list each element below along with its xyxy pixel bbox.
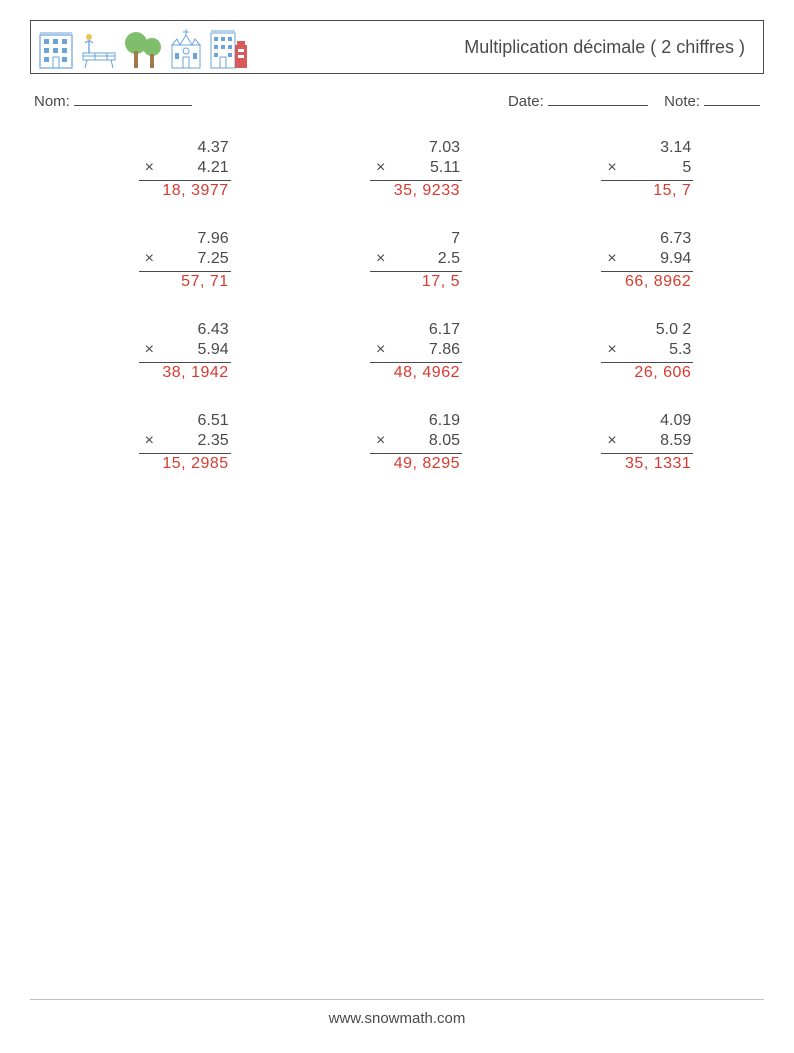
operand-a: 5.0 2 — [573, 320, 693, 340]
page-footer: www.snowmath.com — [0, 999, 794, 1027]
problem: 3.14×5 15, 7 — [573, 138, 693, 201]
trees-icon — [125, 29, 163, 69]
answer: 49, 8295 — [342, 454, 462, 474]
answer: 15, 7 — [573, 181, 693, 201]
date-blank — [548, 92, 648, 106]
answer: 35, 1331 — [573, 454, 693, 474]
church-icon — [169, 27, 203, 69]
operator: × — [145, 158, 154, 178]
operand-b-row: ×7.25 — [111, 249, 231, 269]
operator: × — [376, 431, 385, 451]
operand-a: 6.19 — [342, 411, 462, 431]
answer: 15, 2985 — [111, 454, 231, 474]
problem: 6.51×2.35 15, 2985 — [111, 411, 231, 474]
operator: × — [607, 340, 616, 360]
operand-a: 6.73 — [573, 229, 693, 249]
operator: × — [376, 340, 385, 360]
operand-a: 4.09 — [573, 411, 693, 431]
header-icons — [39, 25, 249, 69]
operand-a: 7.96 — [111, 229, 231, 249]
problem: 6.73×9.94 66, 8962 — [573, 229, 693, 292]
operand-b-row: ×5.3 — [573, 340, 693, 360]
problem: 6.17×7.86 48, 4962 — [342, 320, 462, 383]
footer-text: www.snowmath.com — [329, 1010, 466, 1027]
worksheet-title: Multiplication décimale ( 2 chiffres ) — [464, 37, 745, 58]
name-label: Nom: — [34, 93, 70, 110]
operand-b-row: ×8.59 — [573, 431, 693, 451]
operand-b-row: ×5.94 — [111, 340, 231, 360]
answer: 48, 4962 — [342, 363, 462, 383]
operator: × — [376, 249, 385, 269]
operator: × — [607, 431, 616, 451]
building-icon — [39, 29, 73, 69]
answer: 26, 606 — [573, 363, 693, 383]
operand-b-row: ×5.11 — [342, 158, 462, 178]
operand-a: 3.14 — [573, 138, 693, 158]
problems-grid: 4.37×4.2118, 39777.03×5.1135, 92333.14×5… — [30, 138, 764, 474]
problem: 7.96×7.25 57, 71 — [111, 229, 231, 292]
operand-a: 6.43 — [111, 320, 231, 340]
meta-row: Nom: Date: Note: — [30, 92, 764, 110]
apartment-icon — [209, 27, 249, 69]
operand-a: 7 — [342, 229, 462, 249]
answer: 35, 9233 — [342, 181, 462, 201]
note-label: Note: — [664, 93, 700, 110]
worksheet-header: Multiplication décimale ( 2 chiffres ) — [30, 20, 764, 74]
answer: 38, 1942 — [111, 363, 231, 383]
operand-a: 6.17 — [342, 320, 462, 340]
operator: × — [607, 158, 616, 178]
operand-b-row: ×8.05 — [342, 431, 462, 451]
operand-b-row: ×5 — [573, 158, 693, 178]
problem: 7×2.5 17, 5 — [342, 229, 462, 292]
operand-a: 6.51 — [111, 411, 231, 431]
operand-b-row: ×2.35 — [111, 431, 231, 451]
problem: 4.09×8.59 35, 1331 — [573, 411, 693, 474]
problem: 7.03×5.11 35, 9233 — [342, 138, 462, 201]
operator: × — [145, 431, 154, 451]
problem: 6.43×5.94 38, 1942 — [111, 320, 231, 383]
answer: 66, 8962 — [573, 272, 693, 292]
operator: × — [145, 340, 154, 360]
operator: × — [607, 249, 616, 269]
name-blank — [74, 92, 192, 106]
answer: 18, 3977 — [111, 181, 231, 201]
problem: 4.37×4.21 18, 3977 — [111, 138, 231, 201]
bench-icon — [79, 29, 119, 69]
note-blank — [704, 92, 760, 106]
operator: × — [376, 158, 385, 178]
answer: 17, 5 — [342, 272, 462, 292]
operand-a: 4.37 — [111, 138, 231, 158]
operand-b-row: ×2.5 — [342, 249, 462, 269]
problem: 5.0 2×5.3 26, 606 — [573, 320, 693, 383]
operand-b-row: ×7.86 — [342, 340, 462, 360]
operator: × — [145, 249, 154, 269]
operand-a: 7.03 — [342, 138, 462, 158]
operand-b-row: ×9.94 — [573, 249, 693, 269]
operand-b-row: ×4.21 — [111, 158, 231, 178]
problem: 6.19×8.05 49, 8295 — [342, 411, 462, 474]
date-label: Date: — [508, 93, 544, 110]
answer: 57, 71 — [111, 272, 231, 292]
